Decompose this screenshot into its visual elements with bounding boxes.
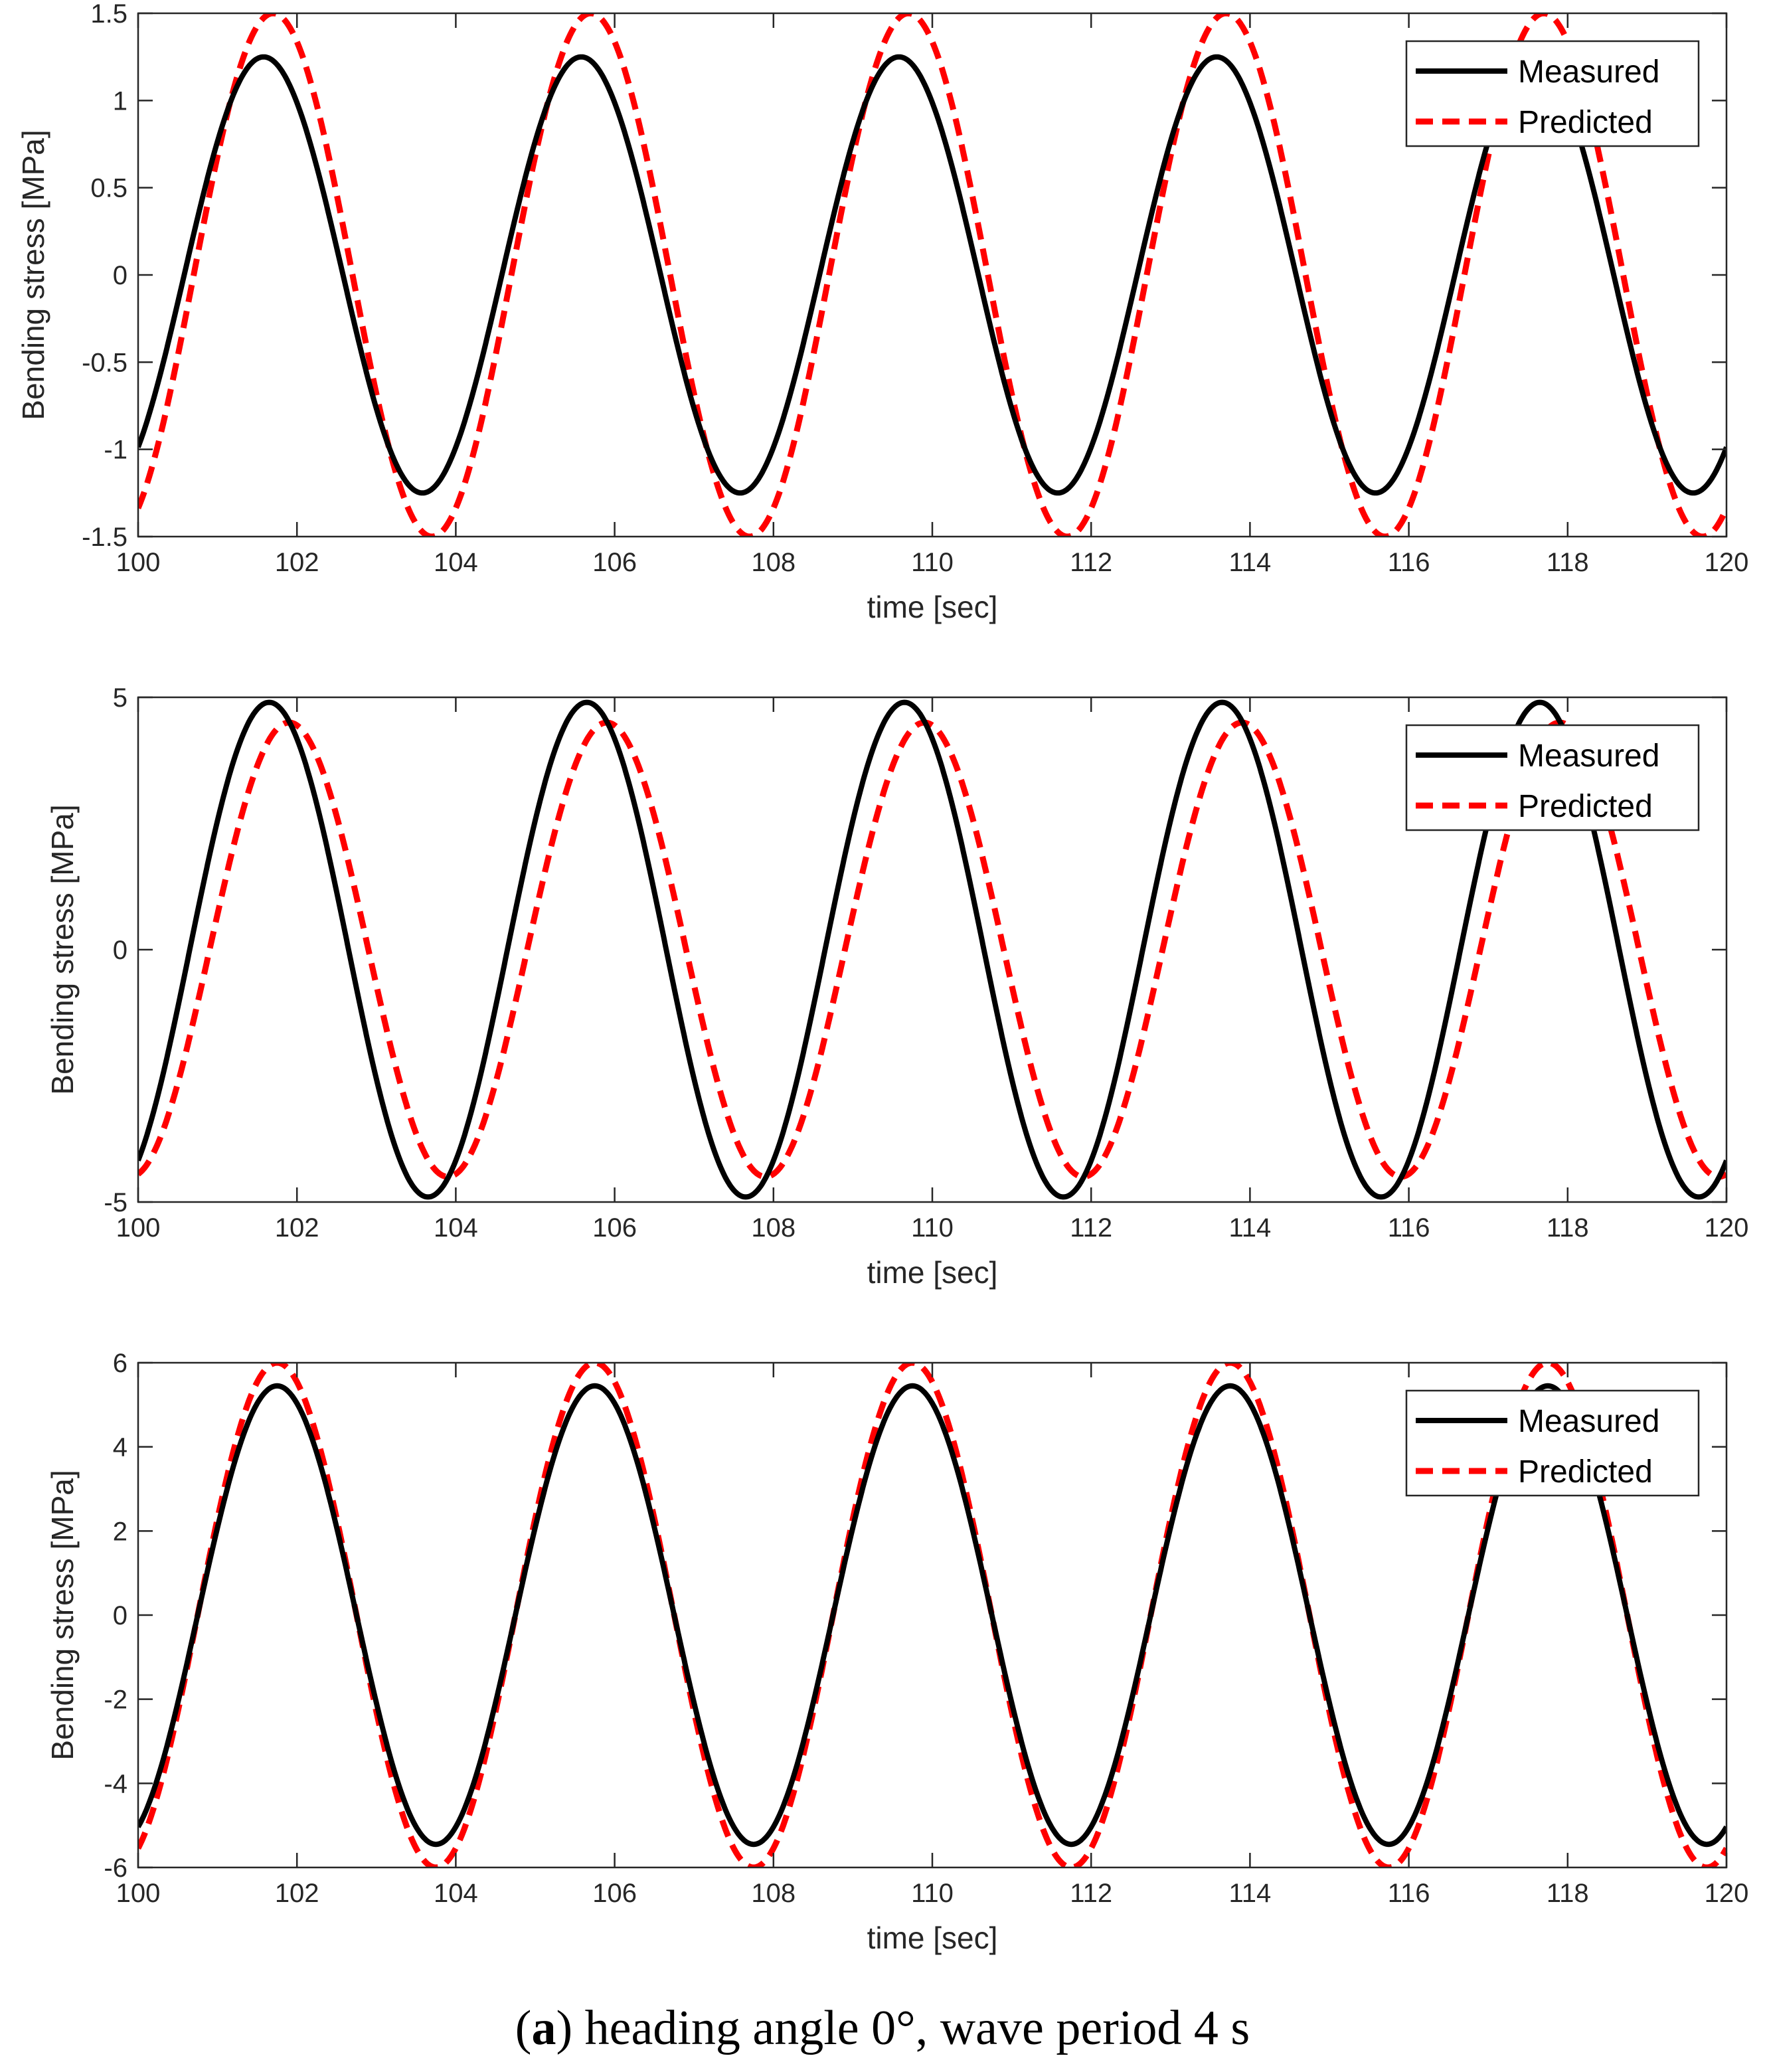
y-tick-label: 5 bbox=[113, 683, 127, 713]
y-tick-label: -4 bbox=[104, 1769, 127, 1798]
x-tick-label: 110 bbox=[911, 1213, 954, 1243]
legend: Measured Predicted bbox=[1405, 40, 1700, 147]
y-tick-label: 6 bbox=[113, 1349, 127, 1378]
x-tick-label: 116 bbox=[1388, 1213, 1430, 1243]
x-tick-label: 120 bbox=[1705, 548, 1749, 577]
x-axis-title: time [sec] bbox=[867, 1921, 998, 1955]
x-tick-label: 118 bbox=[1547, 1879, 1589, 1908]
x-tick-label: 100 bbox=[116, 1879, 161, 1908]
y-tick-label: -0.5 bbox=[82, 348, 127, 377]
x-tick-label: 118 bbox=[1547, 548, 1589, 577]
legend-box bbox=[1405, 40, 1700, 147]
y-tick-label: -1 bbox=[104, 436, 127, 465]
x-tick-label: 108 bbox=[751, 1879, 796, 1908]
y-tick-label: 0.5 bbox=[90, 174, 127, 203]
y-tick-label: -6 bbox=[104, 1854, 127, 1883]
y-tick-label: 4 bbox=[113, 1433, 127, 1462]
series-line-measured bbox=[138, 1383, 1726, 1848]
y-tick-label: 0 bbox=[113, 936, 127, 965]
y-tick-label: 2 bbox=[113, 1517, 127, 1546]
y-axis-title: Bending stress [MPa] bbox=[45, 1470, 80, 1760]
x-tick-label: 100 bbox=[116, 548, 161, 577]
x-axis-title: time [sec] bbox=[867, 1255, 998, 1290]
caption-text: heading angle 0°, wave period 4 s bbox=[584, 2001, 1250, 2055]
caption-panel-letter: a bbox=[531, 2001, 556, 2055]
x-tick-label: 112 bbox=[1070, 1213, 1112, 1243]
x-tick-label: 100 bbox=[116, 1213, 161, 1243]
figure-caption: (a) heading angle 0°, wave period 4 s bbox=[515, 2001, 1250, 2055]
x-axis-title: time [sec] bbox=[867, 590, 998, 624]
x-tick-label: 106 bbox=[592, 1879, 637, 1908]
x-tick-label: 108 bbox=[751, 548, 796, 577]
legend-box bbox=[1405, 1389, 1700, 1497]
legend: Measured Predicted bbox=[1405, 724, 1700, 831]
x-tick-label: 112 bbox=[1070, 548, 1112, 577]
x-tick-label: 114 bbox=[1229, 548, 1272, 577]
chart-panel-2: 100 102 104 106 108 110 112 114 116 118 120 -5 0 5 tim… bbox=[45, 683, 1748, 1290]
x-tick-label: 102 bbox=[275, 1213, 319, 1243]
series-group bbox=[138, 699, 1726, 1200]
figure: 100 102 104 106 108 110 112 114 116 118 120-1.5-1-… bbox=[16, 0, 1748, 1955]
x-tick-label: 104 bbox=[434, 548, 478, 577]
chart-panel-3: 100 102 104 106 108 110 112 114 116 118 120 -6 -4 -2 0… bbox=[45, 1349, 1748, 1955]
series-line-measured bbox=[138, 699, 1726, 1200]
chart-panel-1: 100 102 104 106 108 110 112 114 116 118 120 -1.5 -1 -… bbox=[16, 0, 1748, 624]
series-group bbox=[138, 13, 1726, 537]
series-group bbox=[138, 1363, 1726, 1867]
x-tick-label: 102 bbox=[275, 548, 319, 577]
y-tick-label: -1.5 bbox=[82, 523, 127, 552]
x-tick-label: 120 bbox=[1705, 1213, 1749, 1243]
x-tick-label: 106 bbox=[592, 548, 637, 577]
x-tick-label: 110 bbox=[911, 548, 954, 577]
y-tick-label: 1 bbox=[113, 86, 127, 116]
x-tick-label: 104 bbox=[434, 1879, 478, 1908]
x-tick-label: 110 bbox=[911, 1879, 954, 1908]
series-line-predicted bbox=[138, 13, 1726, 537]
legend-label-predicted: Predicted bbox=[1518, 105, 1653, 140]
x-tick-label: 118 bbox=[1547, 1213, 1589, 1243]
y-tick-label: -2 bbox=[104, 1685, 127, 1715]
x-tick-label: 108 bbox=[751, 1213, 796, 1243]
legend-box bbox=[1405, 724, 1700, 831]
x-tick-label: 112 bbox=[1070, 1879, 1112, 1908]
legend: Measured Predicted bbox=[1405, 1389, 1700, 1497]
x-tick-label: 106 bbox=[592, 1213, 637, 1243]
y-tick-label: -5 bbox=[104, 1188, 127, 1217]
y-axis-title: Bending stress [MPa] bbox=[16, 130, 50, 420]
y-tick-label: 0 bbox=[113, 1601, 127, 1630]
legend-label-measured: Measured bbox=[1518, 1404, 1659, 1439]
legend-label-measured: Measured bbox=[1518, 54, 1659, 90]
x-tick-label: 104 bbox=[434, 1213, 478, 1243]
legend-label-measured: Measured bbox=[1518, 738, 1659, 774]
x-tick-label: 116 bbox=[1388, 1879, 1430, 1908]
y-axis-title: Bending stress [MPa] bbox=[45, 804, 80, 1094]
x-tick-label: 120 bbox=[1705, 1879, 1749, 1908]
x-tick-label: 116 bbox=[1388, 548, 1430, 577]
x-tick-label: 114 bbox=[1229, 1879, 1272, 1908]
series-line-predicted bbox=[138, 719, 1726, 1180]
x-tick-label: 114 bbox=[1229, 1213, 1272, 1243]
series-line-measured bbox=[138, 54, 1726, 496]
legend-label-predicted: Predicted bbox=[1518, 789, 1653, 824]
x-tick-label: 102 bbox=[275, 1879, 319, 1908]
y-tick-label: 0 bbox=[113, 261, 127, 290]
y-tick-label: 1.5 bbox=[90, 0, 127, 29]
legend-label-predicted: Predicted bbox=[1518, 1454, 1653, 1490]
